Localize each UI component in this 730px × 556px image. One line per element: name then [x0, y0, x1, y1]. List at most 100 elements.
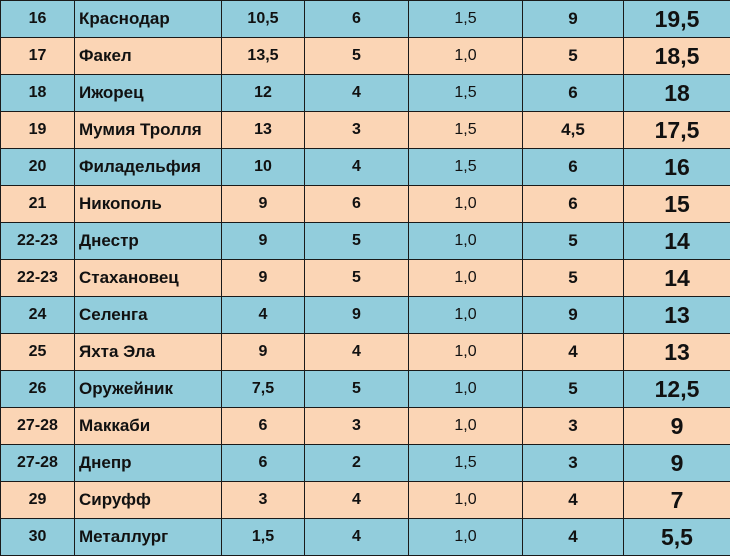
team-cell: Ижорец — [75, 75, 222, 112]
total-cell: 12,5 — [624, 371, 730, 408]
bonus-cell: 4 — [523, 482, 624, 519]
total-cell: 13 — [624, 334, 730, 371]
place-cell: 27-28 — [1, 445, 75, 482]
coefficient-cell: 1,0 — [409, 297, 523, 334]
value-a-cell: 6 — [222, 445, 305, 482]
place-cell: 22-23 — [1, 223, 75, 260]
place-cell: 29 — [1, 482, 75, 519]
value-a-cell: 9 — [222, 223, 305, 260]
value-a-cell: 4 — [222, 297, 305, 334]
team-cell: Факел — [75, 38, 222, 75]
place-cell: 30 — [1, 519, 75, 556]
coefficient-cell: 1,5 — [409, 149, 523, 186]
value-b-cell: 6 — [305, 1, 409, 38]
team-cell: Селенга — [75, 297, 222, 334]
bonus-cell: 5 — [523, 38, 624, 75]
coefficient-cell: 1,0 — [409, 223, 523, 260]
place-cell: 24 — [1, 297, 75, 334]
table-row: 18 Ижорец 12 4 1,5 6 18 — [1, 75, 730, 112]
table-row: 16 Краснодар 10,5 6 1,5 9 19,5 — [1, 1, 730, 38]
bonus-cell: 6 — [523, 186, 624, 223]
place-cell: 16 — [1, 1, 75, 38]
team-cell: Днепр — [75, 445, 222, 482]
coefficient-cell: 1,5 — [409, 1, 523, 38]
value-a-cell: 6 — [222, 408, 305, 445]
value-b-cell: 9 — [305, 297, 409, 334]
bonus-cell: 3 — [523, 408, 624, 445]
value-a-cell: 9 — [222, 186, 305, 223]
coefficient-cell: 1,0 — [409, 371, 523, 408]
place-cell: 20 — [1, 149, 75, 186]
value-b-cell: 3 — [305, 112, 409, 149]
total-cell: 14 — [624, 223, 730, 260]
total-cell: 5,5 — [624, 519, 730, 556]
coefficient-cell: 1,0 — [409, 408, 523, 445]
value-a-cell: 1,5 — [222, 519, 305, 556]
value-b-cell: 5 — [305, 371, 409, 408]
value-b-cell: 5 — [305, 260, 409, 297]
team-cell: Стахановец — [75, 260, 222, 297]
table-row: 21 Никополь 9 6 1,0 6 15 — [1, 186, 730, 223]
total-cell: 9 — [624, 408, 730, 445]
coefficient-cell: 1,0 — [409, 186, 523, 223]
bonus-cell: 5 — [523, 371, 624, 408]
value-a-cell: 12 — [222, 75, 305, 112]
place-cell: 22-23 — [1, 260, 75, 297]
team-cell: Днестр — [75, 223, 222, 260]
table-row: 27-28 Днепр 6 2 1,5 3 9 — [1, 445, 730, 482]
table-row: 20 Филадельфия 10 4 1,5 6 16 — [1, 149, 730, 186]
place-cell: 18 — [1, 75, 75, 112]
team-cell: Никополь — [75, 186, 222, 223]
total-cell: 19,5 — [624, 1, 730, 38]
table-row: 17 Факел 13,5 5 1,0 5 18,5 — [1, 38, 730, 75]
coefficient-cell: 1,5 — [409, 75, 523, 112]
value-a-cell: 7,5 — [222, 371, 305, 408]
table-row: 24 Селенга 4 9 1,0 9 13 — [1, 297, 730, 334]
team-cell: Оружейник — [75, 371, 222, 408]
total-cell: 17,5 — [624, 112, 730, 149]
value-a-cell: 9 — [222, 334, 305, 371]
total-cell: 18,5 — [624, 38, 730, 75]
value-b-cell: 4 — [305, 75, 409, 112]
coefficient-cell: 1,5 — [409, 445, 523, 482]
bonus-cell: 4,5 — [523, 112, 624, 149]
coefficient-cell: 1,0 — [409, 334, 523, 371]
value-b-cell: 6 — [305, 186, 409, 223]
bonus-cell: 5 — [523, 260, 624, 297]
table-row: 27-28 Маккаби 6 3 1,0 3 9 — [1, 408, 730, 445]
table-row: 30 Металлург 1,5 4 1,0 4 5,5 — [1, 519, 730, 556]
total-cell: 18 — [624, 75, 730, 112]
place-cell: 17 — [1, 38, 75, 75]
table-row: 26 Оружейник 7,5 5 1,0 5 12,5 — [1, 371, 730, 408]
value-b-cell: 3 — [305, 408, 409, 445]
total-cell: 14 — [624, 260, 730, 297]
value-a-cell: 10 — [222, 149, 305, 186]
value-a-cell: 3 — [222, 482, 305, 519]
value-b-cell: 5 — [305, 223, 409, 260]
table-row: 25 Яхта Эла 9 4 1,0 4 13 — [1, 334, 730, 371]
table-row: 22-23 Днестр 9 5 1,0 5 14 — [1, 223, 730, 260]
value-a-cell: 13 — [222, 112, 305, 149]
bonus-cell: 9 — [523, 297, 624, 334]
value-b-cell: 5 — [305, 38, 409, 75]
team-cell: Краснодар — [75, 1, 222, 38]
place-cell: 21 — [1, 186, 75, 223]
team-cell: Филадельфия — [75, 149, 222, 186]
value-a-cell: 9 — [222, 260, 305, 297]
value-b-cell: 4 — [305, 149, 409, 186]
value-b-cell: 4 — [305, 482, 409, 519]
place-cell: 25 — [1, 334, 75, 371]
team-cell: Сируфф — [75, 482, 222, 519]
total-cell: 15 — [624, 186, 730, 223]
total-cell: 7 — [624, 482, 730, 519]
total-cell: 16 — [624, 149, 730, 186]
bonus-cell: 4 — [523, 334, 624, 371]
value-a-cell: 13,5 — [222, 38, 305, 75]
coefficient-cell: 1,5 — [409, 112, 523, 149]
team-cell: Металлург — [75, 519, 222, 556]
team-cell: Мумия Тролля — [75, 112, 222, 149]
place-cell: 26 — [1, 371, 75, 408]
value-b-cell: 4 — [305, 519, 409, 556]
team-cell: Маккаби — [75, 408, 222, 445]
